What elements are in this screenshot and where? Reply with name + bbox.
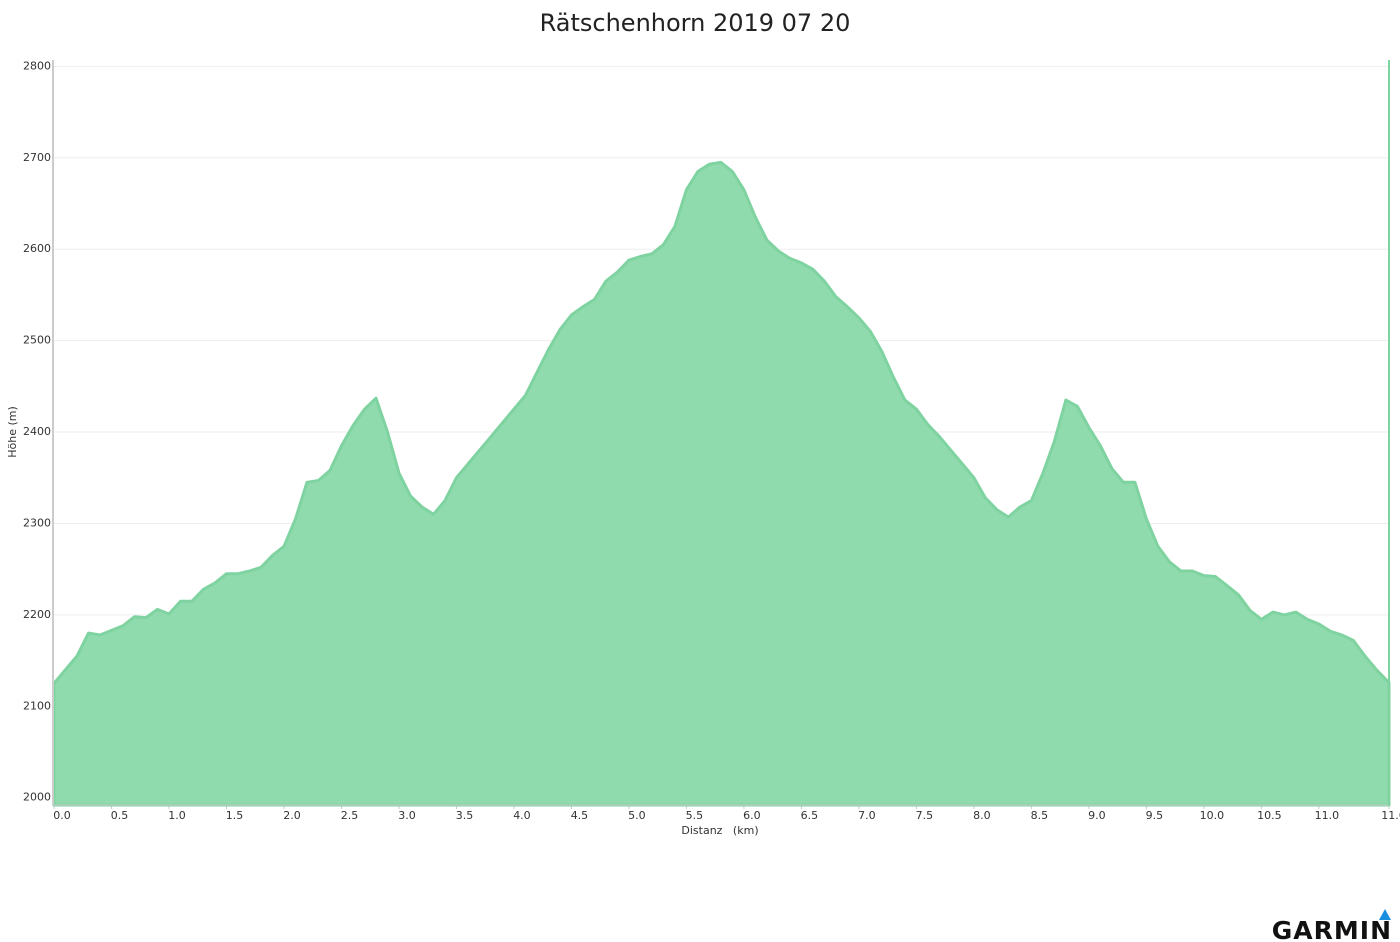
x-tick-label: 4.0 (513, 809, 531, 822)
x-tick-label: 6.5 (801, 809, 819, 822)
y-tick-label: 2500 (23, 334, 51, 347)
logo: GARMIN (1272, 916, 1392, 942)
y-tick-label: 2600 (23, 242, 51, 255)
y-axis-label: Höhe (m) (6, 406, 19, 458)
x-tick-label: 5.5 (686, 809, 704, 822)
x-tick-label: 8.5 (1031, 809, 1049, 822)
x-tick-label: 11.61 (1381, 809, 1400, 822)
x-tick-label: 2.5 (341, 809, 359, 822)
x-tick-label: 6.0 (743, 809, 761, 822)
y-tick-label: 2800 (23, 59, 51, 72)
x-tick-label: 10.0 (1200, 809, 1225, 822)
x-tick-label: 8.0 (973, 809, 991, 822)
x-tick-label: 2.0 (283, 809, 301, 822)
elevation-area (52, 160, 1391, 807)
x-tick-label: 1.0 (168, 809, 186, 822)
y-tick-label: 2300 (23, 516, 51, 529)
x-tick-label: 1.5 (226, 809, 244, 822)
x-tick-label: 9.0 (1088, 809, 1106, 822)
x-tick-label: 7.0 (858, 809, 876, 822)
x-tick-label: 3.5 (456, 809, 474, 822)
y-tick-label: 2000 (23, 791, 51, 804)
x-tick-label: 3.0 (398, 809, 416, 822)
x-tick-label: 0.0 (53, 809, 71, 822)
logo-triangle (1379, 909, 1391, 920)
x-axis-label: Distanz (km) (681, 824, 758, 837)
x-tick-label: 4.5 (571, 809, 589, 822)
x-tick-label: 10.5 (1257, 809, 1282, 822)
y-tick-label: 2700 (23, 151, 51, 164)
y-tick-label: 2100 (23, 699, 51, 712)
y-tick-label: 2400 (23, 425, 51, 438)
chart-title: Rätschenhorn 2019 07 20 (540, 9, 851, 37)
x-tick-label: 9.5 (1146, 809, 1164, 822)
x-tick-label: 7.5 (916, 809, 934, 822)
x-tick-label: 11.0 (1315, 809, 1340, 822)
y-tick-label: 2200 (23, 608, 51, 621)
x-tick-label: 5.0 (628, 809, 646, 822)
x-tick-label: 0.5 (111, 809, 129, 822)
